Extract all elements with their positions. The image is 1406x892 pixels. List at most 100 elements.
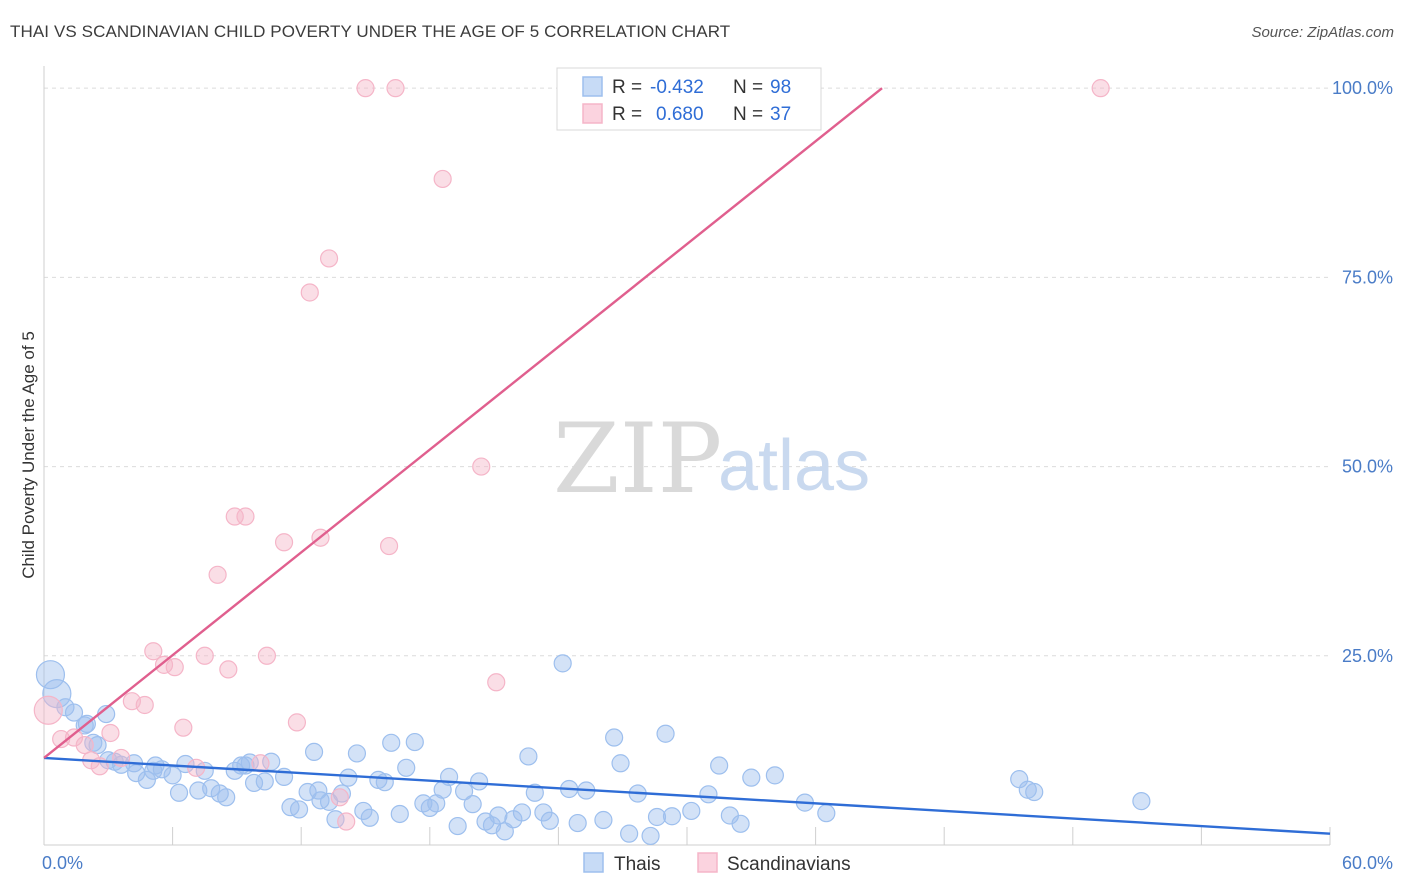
thais-point-43: [375, 773, 394, 792]
thais-point-69: [568, 813, 587, 833]
scandinavians-point-18: [225, 507, 244, 526]
thais-point-91: [1025, 782, 1044, 802]
scandinavians-point-29: [356, 79, 375, 98]
thais-point-31: [289, 800, 309, 819]
scandinavians-point-10: [144, 642, 163, 661]
thais-point-96: [309, 781, 328, 800]
thais-point-80: [682, 801, 701, 821]
scandinavians-point-13: [174, 718, 193, 737]
scandinavians-point-34: [487, 673, 506, 692]
thais-point-16: [169, 783, 189, 802]
scandinavians-point-26: [319, 249, 339, 268]
legend-n-value-scandinavians: 37: [770, 104, 791, 125]
watermark: ZIP atlas: [553, 403, 870, 515]
x-tick-labels: 0.0% 60.0%: [42, 853, 1393, 873]
thais-point-74: [620, 824, 639, 843]
scandinavians-point-28: [337, 812, 356, 831]
thais-point-85: [742, 768, 761, 787]
thais-point-97: [236, 756, 255, 775]
scandinavians-point-2: [64, 728, 84, 747]
thais-point-17: [176, 754, 195, 774]
scandinavians-point-3: [75, 735, 94, 755]
scandinavians-point-15: [195, 646, 214, 665]
y-tick-label-3: 100.0%: [1332, 78, 1393, 98]
thais-trend-line: [43, 756, 1331, 835]
scandinavians-point-11: [154, 655, 174, 674]
legend-n-label-scandinavians: N =: [733, 104, 763, 125]
scandinavians-point-19: [236, 507, 255, 526]
scandinavians-point-32: [433, 169, 452, 189]
thais-point-77: [647, 807, 667, 827]
gridlines: [44, 87, 1330, 657]
chart-source: Source: ZipAtlas.com: [1251, 24, 1394, 41]
y-tick-label-2: 75.0%: [1342, 267, 1393, 287]
thais-point-79: [662, 807, 682, 826]
scandinavians-point-27: [330, 788, 349, 807]
scandinavians-point-30: [379, 536, 399, 556]
scandinavians-trend-line: [43, 87, 883, 759]
thais-point-0: [35, 660, 66, 690]
y-tick-label-1: 50.0%: [1342, 457, 1393, 477]
axes: [43, 66, 1331, 846]
thais-point-76: [641, 826, 660, 846]
series-legend-swatch-thais: [583, 852, 604, 873]
y-tick-labels: 25.0% 50.0% 75.0% 100.0%: [1332, 78, 1393, 666]
watermark-atlas: atlas: [718, 426, 870, 506]
scandinavians-point-23: [287, 713, 307, 732]
thais-point-71: [594, 810, 613, 830]
scandinavians-point-22: [274, 533, 294, 552]
thais-point-56: [469, 772, 489, 791]
thais-point-63: [519, 747, 538, 766]
thais-point-82: [710, 756, 729, 775]
legend-swatch-scandinavians: [582, 103, 603, 124]
scandinavians-point-24: [300, 283, 319, 302]
thais-point-35: [319, 792, 339, 811]
scandinavians-point-12: [165, 658, 184, 677]
thais-point-67: [553, 654, 572, 673]
thais-point-38: [339, 768, 358, 787]
thais-point-55: [463, 795, 482, 814]
series-legend-label-scandinavians: Scandinavians: [727, 854, 851, 875]
x-tick-label-0: 0.0%: [42, 853, 83, 873]
thais-point-62: [512, 803, 532, 822]
thais-point-88: [817, 804, 836, 823]
scandinavians-point-36: [1091, 79, 1110, 98]
thais-point-39: [347, 744, 367, 763]
thais-point-66: [540, 811, 559, 830]
series-legend: Thais Scandinavians: [583, 852, 851, 875]
thais-point-20: [202, 779, 221, 798]
thais-point-73: [611, 754, 630, 773]
thais-point-78: [656, 724, 675, 743]
thais-point-59: [489, 806, 508, 825]
chart-title: THAI VS SCANDINAVIAN CHILD POVERTY UNDER…: [10, 22, 731, 41]
thais-point-72: [605, 728, 624, 747]
thais-point-47: [405, 732, 424, 752]
series-thais-points: [35, 654, 1151, 846]
legend-r-value-thais: -0.432: [650, 77, 704, 98]
thais-point-81: [699, 785, 718, 804]
thais-point-3: [64, 703, 84, 722]
scandinavians-point-6: [101, 723, 120, 743]
thais-point-86: [765, 766, 784, 785]
series-legend-swatch-scandinavians: [697, 852, 718, 873]
thais-point-27: [255, 772, 274, 791]
thais-point-53: [448, 816, 467, 836]
thais-point-84: [731, 814, 750, 833]
scandinavians-point-17: [219, 660, 238, 679]
legend-swatch-thais: [582, 76, 603, 97]
x-tick-label-1: 60.0%: [1342, 853, 1393, 873]
thais-point-44: [382, 733, 401, 752]
scandinavians-point-16: [208, 565, 227, 584]
thais-point-64: [525, 783, 544, 802]
series-legend-label-thais: Thais: [614, 854, 660, 875]
scandinavians-point-31: [386, 79, 405, 98]
thais-point-46: [397, 758, 416, 777]
stats-legend: R = -0.432 N = 98 R = 0.680 N = 37: [556, 67, 822, 131]
scandinavians-point-21: [257, 646, 277, 665]
series-scandinavians-points: [33, 79, 1110, 831]
thais-point-2: [56, 698, 75, 717]
legend-r-value-scandinavians: 0.680: [656, 104, 704, 125]
thais-point-33: [304, 742, 324, 762]
scandinavians-point-33: [472, 457, 491, 476]
